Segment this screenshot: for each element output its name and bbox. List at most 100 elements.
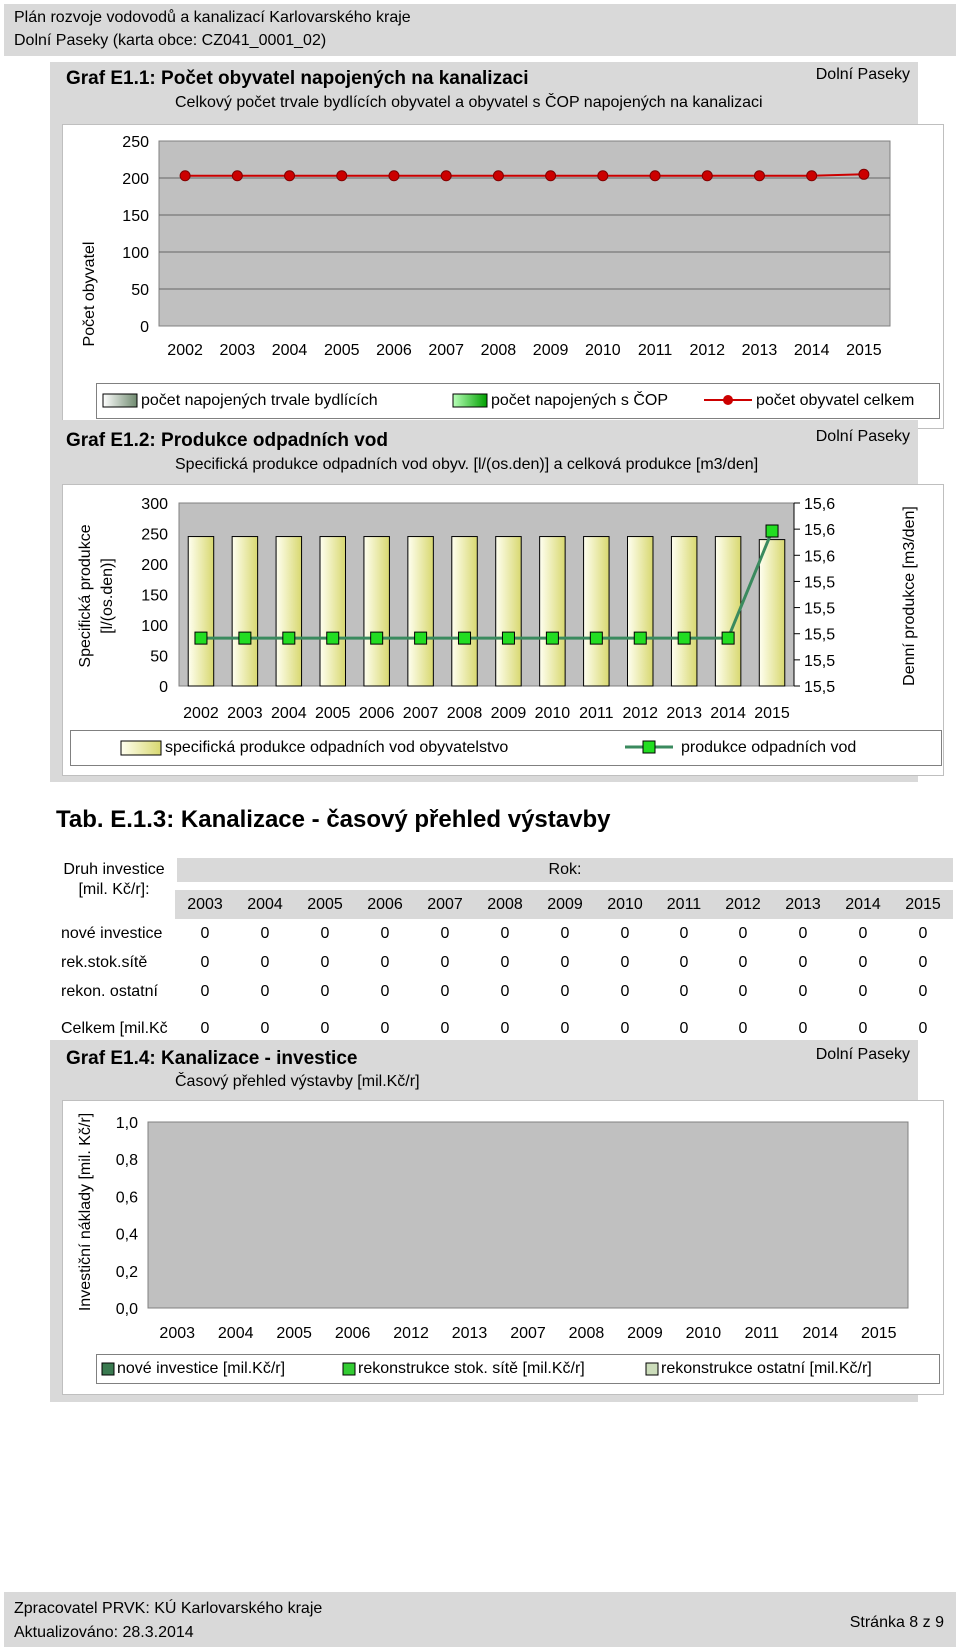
graph2-xtick-label: 2005 (315, 705, 351, 722)
graph2-point-produkce (282, 631, 296, 645)
graph2-ytick-right-label: 15,5 (804, 653, 835, 670)
legend-swatch-nove (101, 1362, 115, 1376)
graph1-point-celkem (492, 170, 504, 182)
table-row-value: 0 (260, 953, 270, 971)
graph2-xtick-label: 2006 (359, 705, 395, 722)
graph1-xtick-label: 2008 (481, 342, 517, 359)
table-row-value: 0 (500, 982, 510, 1000)
table-row-value: 0 (560, 924, 570, 942)
graph1-point-celkem (388, 170, 400, 182)
table-year-cell: 2012 (712, 890, 773, 919)
graph4-xtick-label: 2004 (218, 1325, 254, 1342)
table-row-value: 0 (798, 982, 808, 1000)
graph1-plot-area (158, 140, 891, 327)
table-row-value: 0 (200, 953, 210, 971)
graph2-series-line-produkce (200, 530, 774, 640)
table-row-value: 0 (260, 982, 270, 1000)
table-year-cell: 2011 (655, 890, 713, 919)
graph1-xtick-label: 2013 (742, 342, 778, 359)
graph1-point-celkem (701, 170, 713, 182)
table-year-cell: 2013 (772, 890, 833, 919)
graph4-xtick-label: 2008 (569, 1325, 605, 1342)
graph2-ytick-right-label: 15,5 (804, 601, 835, 618)
graph2-xtick-label: 2012 (622, 705, 658, 722)
graph2-bar (187, 536, 215, 687)
graph4-xtick-label: 2014 (803, 1325, 839, 1342)
investment-table: 2003 2004 2005 2006 2007 2008 2009 2010 2011 2012… (53, 890, 953, 1043)
table-total-row: Celkem [mil.Kč 0 0 0 0 0 0 0 0 0 0 0 0 0 (53, 1006, 953, 1043)
table-total-row-value: 0 (798, 1019, 808, 1037)
table-total-row-value: 0 (918, 1019, 928, 1037)
graph4-xtick-label: 2010 (686, 1325, 722, 1342)
legend-label-cop: počet napojených s ČOP (491, 392, 668, 409)
table-row-value: 0 (380, 953, 390, 971)
table-total-row-value: 0 (738, 1019, 748, 1037)
legend-swatch-cop (452, 393, 488, 408)
graph2-xtick-label: 2014 (710, 705, 746, 722)
graph2-bar (627, 536, 654, 687)
graph2-xtick-label: 2002 (183, 705, 219, 722)
table-row-value: 0 (620, 924, 630, 942)
graph1-xtick-label: 2014 (794, 342, 830, 359)
graph4-location: Dolní Paseky (815, 1046, 910, 1063)
table-head-left: Druh investice [mil. Kč/r]: (56, 860, 172, 900)
table-total-row-value: 0 (500, 1019, 510, 1037)
graph2-ytick-right-label: 15,6 (804, 496, 835, 513)
graph1-point-celkem (336, 170, 348, 182)
graph2-xtick-label: 2004 (271, 705, 307, 722)
legend-marker-produkce (642, 740, 656, 754)
graph1-ylabel: Počet obyvatel (81, 242, 98, 347)
graph4-xtick-label: 2012 (393, 1325, 429, 1342)
table-row-value: 0 (320, 953, 330, 971)
table-year-cell: 2015 (892, 890, 953, 919)
graph2-point-produkce (194, 631, 208, 645)
graph2-ytick-label: 50 (150, 649, 168, 666)
graph4-xtick-label: 2011 (745, 1325, 780, 1342)
graph2-ytick-label: 100 (141, 618, 168, 635)
graph4-xtick-label: 2003 (159, 1325, 195, 1342)
graph1-ytick-label: 100 (122, 245, 149, 262)
table-year-cell: 2010 (595, 890, 655, 919)
graph1-point-celkem (806, 170, 818, 182)
graph1-xtick-label: 2010 (585, 342, 621, 359)
legend-label-produkce: produkce odpadních vod (681, 739, 857, 756)
table-year-cell: 2006 (355, 890, 415, 919)
graph2-xtick-label: 2010 (535, 705, 571, 722)
graph2-xtick-label: 2015 (754, 705, 790, 722)
graph2-ytick-right-label: 15,5 (804, 574, 835, 591)
graph4-subtitle: Časový přehled výstavby [mil.Kč/r] (175, 1073, 420, 1090)
table-row-value: 0 (380, 982, 390, 1000)
table-row-value: 0 (260, 924, 270, 942)
legend-label-rekost: rekonstrukce ostatní [mil.Kč/r] (661, 1360, 872, 1377)
graph2-bar (714, 536, 742, 687)
graph2-bar (758, 539, 786, 687)
table-head-left-2: [mil. Kč/r]: (78, 881, 150, 898)
legend-label-specificka: specifická produkce odpadních vod obyvat… (165, 739, 509, 756)
graph2-ytick-label: 300 (141, 496, 168, 513)
table-row-value: 0 (858, 924, 868, 942)
graph2-bar (363, 536, 390, 687)
graph1-xtick-label: 2007 (428, 342, 464, 359)
graph1-point-celkem (753, 170, 765, 182)
table-row-value: 0 (798, 924, 808, 942)
graph1-point-celkem (179, 170, 191, 182)
graph2-location: Dolní Paseky (815, 428, 910, 445)
table-row-value: 0 (320, 982, 330, 1000)
graph2-ytick-right-label: 15,5 (804, 627, 835, 644)
graph1-ytick-label: 0 (140, 319, 149, 336)
graph1-legend-keys (102, 393, 752, 408)
graph2-point-produkce (238, 631, 252, 645)
graph2-point-produkce (545, 631, 559, 645)
graph1-point-celkem (284, 170, 296, 182)
graph4-ytick-label: 0,8 (116, 1152, 138, 1169)
table-row-value: 0 (440, 953, 450, 971)
legend-marker-celkem (723, 395, 733, 405)
table-total-row-value: 0 (679, 1019, 689, 1037)
graph2-ytick-label: 150 (141, 588, 168, 605)
graph1-point-celkem (858, 168, 870, 180)
table-row-value: 0 (738, 982, 748, 1000)
graph4-svg: 0,0 0,2 0,4 0,6 0,8 1,0 2003 2004 2005 2006 2012 20… (77, 1113, 909, 1342)
legend-label-celkem: počet obyvatel celkem (756, 392, 915, 409)
graph2-svg: 0 50 100 150 200 250 300 2002 2003 2004 2005 2006 20… (77, 496, 918, 722)
table-row-value: 0 (918, 924, 928, 942)
